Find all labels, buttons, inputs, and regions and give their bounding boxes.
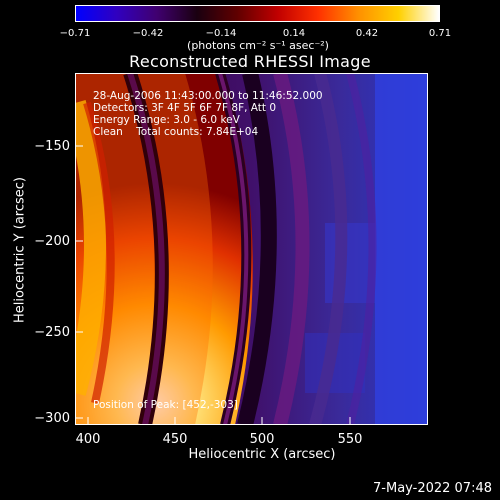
x-tick-label: 500 bbox=[249, 432, 275, 447]
annotation-peak-position: Position of Peak: [452,-303] bbox=[93, 399, 238, 411]
colorbar-unit-label: (photons cm⁻² s⁻¹ asec⁻²) bbox=[187, 39, 329, 52]
x-tick-label: 450 bbox=[162, 432, 188, 447]
chart-title: Reconstructed RHESSI Image bbox=[129, 52, 371, 71]
x-axis-label: Heliocentric X (arcsec) bbox=[188, 447, 336, 462]
annotation-time-range: 28-Aug-2006 11:43:00.000 to 11:46:52.000 bbox=[93, 90, 323, 102]
annotation-clean-counts: Clean Total counts: 7.84E+04 bbox=[93, 126, 259, 138]
colorbar-tick: −0.71 bbox=[59, 28, 91, 39]
colorbar-tick: 0.71 bbox=[428, 28, 452, 39]
y-tick-label: −150 bbox=[34, 139, 70, 154]
y-tick-label: −200 bbox=[34, 234, 70, 249]
x-tick-label: 550 bbox=[337, 432, 363, 447]
heatmap-image bbox=[75, 73, 428, 425]
annotation-energy-range: Energy Range: 3.0 - 6.0 keV bbox=[93, 114, 240, 126]
y-tick-label: −250 bbox=[34, 325, 70, 340]
colorbar-tick: −0.14 bbox=[205, 28, 237, 39]
footer-date: 7-May-2022 07:48 bbox=[373, 481, 492, 496]
colorbar-tick: 0.14 bbox=[282, 28, 306, 39]
y-tick-label: −300 bbox=[34, 411, 70, 426]
plot-frame bbox=[75, 73, 428, 425]
y-axis-label: Heliocentric Y (arcsec) bbox=[12, 177, 28, 323]
annotation-detectors: Detectors: 3F 4F 5F 6F 7F 8F, Att 0 bbox=[93, 102, 277, 114]
x-tick-label: 400 bbox=[75, 432, 101, 447]
heatmap-plot bbox=[75, 73, 428, 425]
colorbar-tick: 0.42 bbox=[355, 28, 379, 39]
colorbar-tick: −0.42 bbox=[132, 28, 164, 39]
colorbar bbox=[75, 5, 440, 22]
